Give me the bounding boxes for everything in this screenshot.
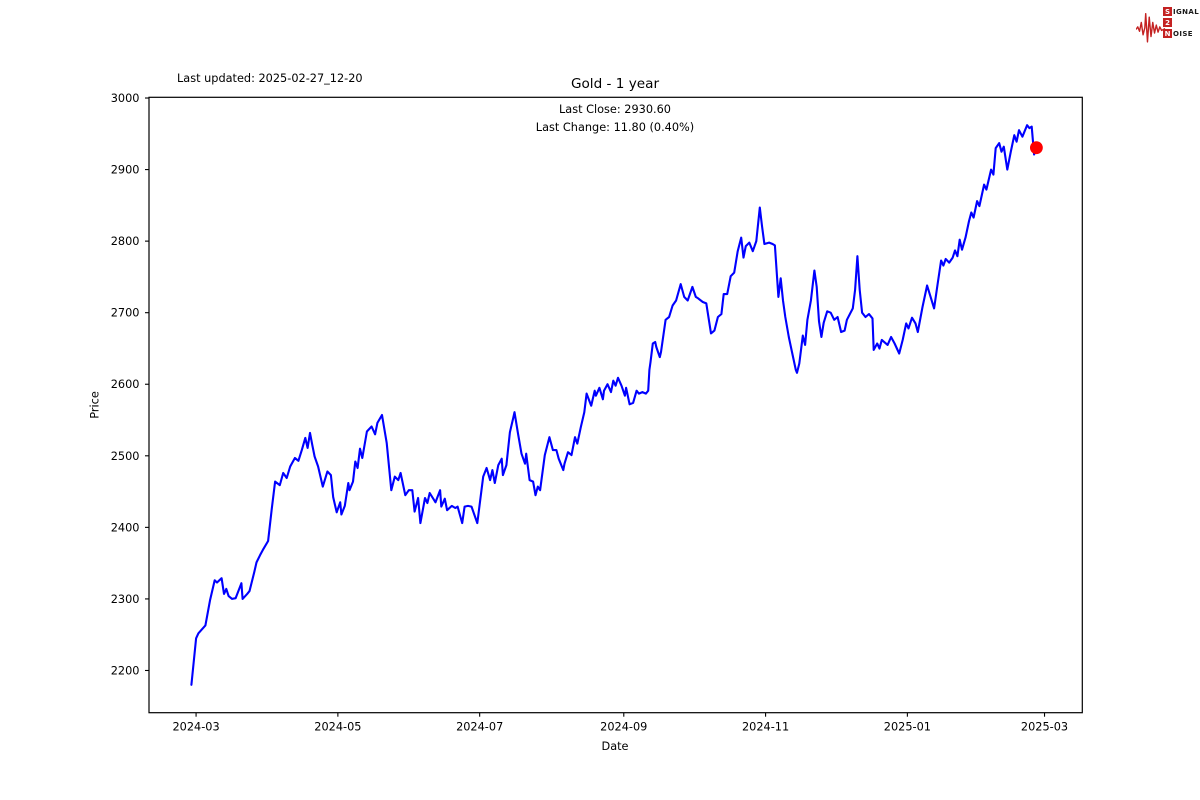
- svg-text:3000: 3000: [111, 92, 140, 105]
- x-axis-ticks: 2024-03 2024-05 2024-07 2024-09 2024-11 2025-…: [172, 712, 1068, 734]
- svg-text:2024-03: 2024-03: [172, 721, 219, 734]
- svg-text:2024-09: 2024-09: [600, 721, 647, 734]
- svg-text:2024-07: 2024-07: [456, 721, 503, 734]
- logo-row-noise: N OISE: [1163, 29, 1193, 38]
- svg-text:2800: 2800: [111, 235, 140, 248]
- last-close-annotation: Last Close: 2930.60 Last Change: 11.80 (…: [536, 101, 694, 136]
- svg-text:2300: 2300: [111, 593, 140, 606]
- svg-text:2700: 2700: [111, 307, 140, 320]
- svg-text:2024-11: 2024-11: [742, 721, 789, 734]
- logo-letterbox-s: S: [1163, 7, 1172, 16]
- svg-text:2900: 2900: [111, 164, 140, 177]
- svg-text:2600: 2600: [111, 378, 140, 391]
- logo-row-2: 2: [1163, 18, 1199, 27]
- logo-row-signal: S IGNAL: [1163, 7, 1200, 16]
- waveform-icon: [1136, 12, 1166, 43]
- logo-text: S IGNAL 2 N OISE: [1163, 7, 1199, 38]
- signal2noise-logo: S IGNAL 2 N OISE: [1136, 6, 1199, 46]
- chart-title: Gold - 1 year: [570, 76, 660, 92]
- logo-letterbox-n: N: [1163, 29, 1172, 38]
- svg-text:2200: 2200: [111, 664, 140, 677]
- svg-text:2400: 2400: [111, 521, 140, 534]
- logo-letterbox-2: 2: [1163, 18, 1172, 27]
- price-line-series: [190, 124, 1038, 686]
- last-change-line: Last Change: 11.80 (0.40%): [535, 120, 695, 134]
- svg-text:2025-03: 2025-03: [1021, 721, 1068, 734]
- y-axis-ticks: 2200 2300 2400 2500 2600 2700 2800 2900 3000: [111, 92, 149, 677]
- svg-text:2500: 2500: [111, 450, 140, 463]
- axes-frame: [148, 96, 1083, 714]
- y-axis-label: Price: [88, 391, 102, 419]
- svg-text:2025-01: 2025-01: [884, 721, 931, 734]
- svg-text:2024-05: 2024-05: [314, 721, 361, 734]
- x-axis-label: Date: [601, 740, 629, 753]
- last-close-line: Last Close: 2930.60: [558, 103, 671, 116]
- last-price-marker: [1030, 141, 1043, 155]
- last-updated-label: Last updated: 2025-02-27_12-20: [177, 72, 363, 85]
